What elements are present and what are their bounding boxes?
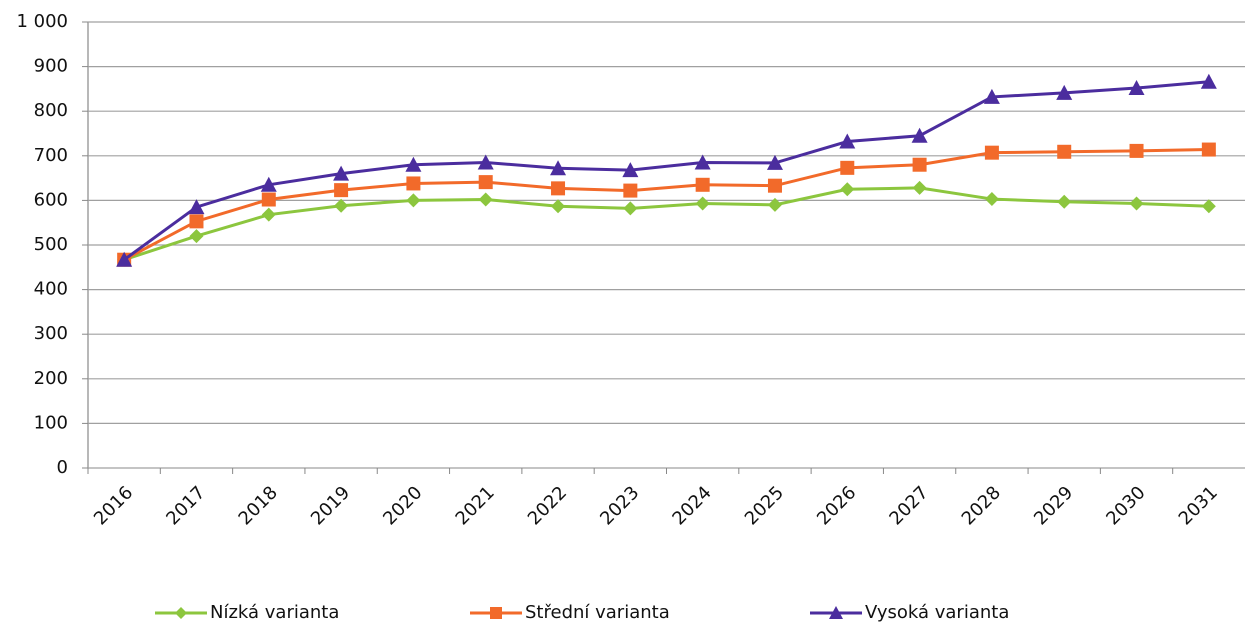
x-tick-label: 2019 bbox=[307, 482, 354, 529]
marker bbox=[695, 196, 710, 211]
marker bbox=[260, 176, 277, 192]
x-tick-label: 2026 bbox=[813, 482, 860, 529]
marker bbox=[623, 183, 638, 198]
marker bbox=[695, 177, 710, 192]
marker bbox=[1056, 84, 1073, 100]
marker bbox=[912, 157, 927, 172]
marker bbox=[622, 162, 639, 178]
marker bbox=[551, 199, 566, 214]
marker bbox=[1200, 73, 1217, 89]
marker bbox=[406, 193, 421, 208]
marker bbox=[478, 175, 493, 190]
marker bbox=[189, 229, 204, 244]
marker bbox=[477, 154, 494, 170]
marker bbox=[984, 145, 999, 160]
marker bbox=[551, 181, 566, 196]
x-tick-label: 2018 bbox=[235, 482, 282, 529]
marker bbox=[1057, 194, 1072, 209]
marker bbox=[840, 182, 855, 197]
marker bbox=[912, 180, 927, 195]
y-tick-label: 400 bbox=[34, 279, 68, 300]
y-tick-label: 600 bbox=[34, 189, 68, 210]
y-tick-label: 300 bbox=[34, 323, 68, 344]
x-tick-label: 2029 bbox=[1030, 482, 1077, 529]
marker bbox=[911, 127, 928, 143]
y-tick-label: 900 bbox=[34, 56, 68, 77]
legend-label: Vysoká varianta bbox=[865, 602, 1009, 623]
x-tick-label: 2028 bbox=[958, 482, 1005, 529]
marker bbox=[1128, 80, 1145, 96]
marker bbox=[1129, 196, 1144, 211]
x-tick-label: 2031 bbox=[1175, 482, 1222, 529]
y-tick-label: 700 bbox=[34, 145, 68, 166]
x-tick-label: 2027 bbox=[885, 482, 932, 529]
marker bbox=[116, 251, 133, 267]
marker bbox=[839, 133, 856, 149]
y-tick-label: 1 000 bbox=[16, 11, 68, 32]
x-tick-label: 2022 bbox=[524, 482, 571, 529]
marker bbox=[406, 176, 421, 191]
y-tick-label: 0 bbox=[57, 457, 68, 478]
series-line bbox=[123, 186, 1209, 262]
marker bbox=[333, 165, 350, 181]
marker bbox=[983, 88, 1000, 104]
legend-label: Střední varianta bbox=[525, 602, 670, 623]
marker bbox=[334, 183, 349, 198]
marker bbox=[261, 207, 276, 222]
x-tick-label: 2020 bbox=[379, 482, 426, 529]
y-tick-label: 100 bbox=[34, 412, 68, 433]
marker bbox=[1201, 199, 1216, 214]
marker bbox=[984, 192, 999, 207]
marker bbox=[1129, 143, 1144, 158]
marker bbox=[623, 201, 638, 216]
marker bbox=[189, 214, 204, 229]
marker bbox=[405, 156, 422, 172]
x-tick-label: 2017 bbox=[162, 482, 209, 529]
marker bbox=[334, 198, 349, 213]
series-line bbox=[123, 80, 1209, 261]
marker bbox=[767, 197, 782, 212]
marker bbox=[840, 160, 855, 175]
series-line bbox=[123, 148, 1209, 262]
x-tick-label: 2016 bbox=[90, 482, 137, 529]
x-tick-label: 2030 bbox=[1102, 482, 1149, 529]
y-tick-label: 800 bbox=[34, 100, 68, 121]
x-tick-label: 2023 bbox=[596, 482, 643, 529]
marker bbox=[550, 160, 567, 176]
legend-label: Nízká varianta bbox=[210, 602, 339, 623]
marker bbox=[175, 607, 187, 619]
x-tick-label: 2025 bbox=[741, 482, 788, 529]
y-tick-label: 200 bbox=[34, 368, 68, 389]
marker bbox=[490, 607, 502, 619]
x-tick-label: 2024 bbox=[668, 482, 715, 529]
marker bbox=[478, 192, 493, 207]
marker bbox=[829, 606, 843, 619]
marker bbox=[1201, 142, 1216, 157]
marker bbox=[694, 154, 711, 170]
marker bbox=[767, 178, 782, 193]
marker bbox=[766, 154, 783, 170]
x-tick-label: 2021 bbox=[452, 482, 499, 529]
y-tick-label: 500 bbox=[34, 234, 68, 255]
marker bbox=[261, 192, 276, 207]
marker bbox=[188, 199, 205, 215]
marker bbox=[1057, 144, 1072, 159]
